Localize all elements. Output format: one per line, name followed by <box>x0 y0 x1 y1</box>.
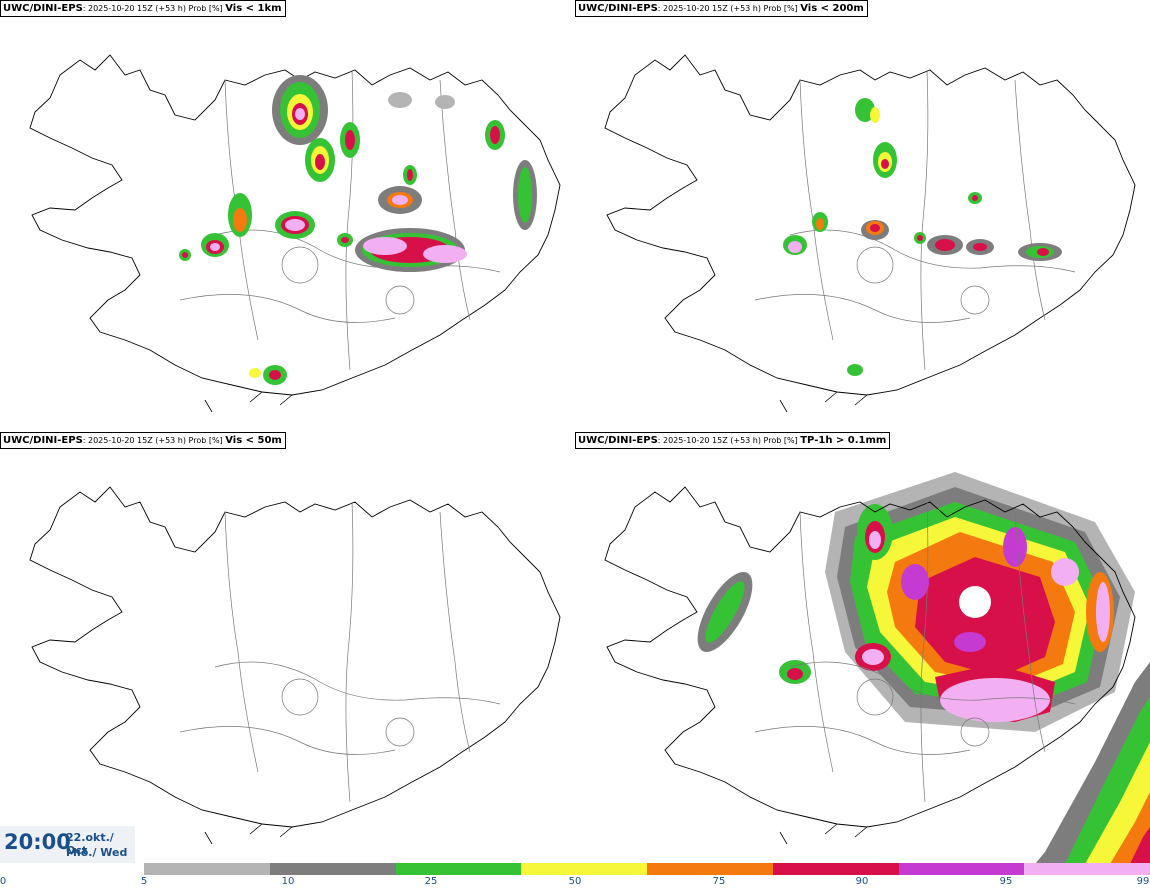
valid-date: 22.okt./ Oct <box>66 831 114 857</box>
legend-tick-label: 0 <box>0 876 7 887</box>
legend-tick-label: 95 <box>999 876 1013 887</box>
run-info: : 2025-10-20 15Z (+53 h) Prob [%] <box>82 4 226 13</box>
legend-color-segment <box>144 863 270 875</box>
model-name: UWC/DINI-EPS <box>578 435 658 446</box>
legend-color-segment <box>395 863 522 875</box>
model-name: UWC/DINI-EPS <box>3 435 83 446</box>
legend-tick-label: 90 <box>855 876 869 887</box>
legend-tick-label: 99 <box>1136 876 1150 887</box>
valid-time-box: 20:00 22.okt./ Oct Mið./ Wed <box>0 826 135 863</box>
variable-name: Vis < 1km <box>225 3 282 14</box>
variable-name: Vis < 200m <box>800 3 864 14</box>
legend-color-segment <box>898 863 1025 875</box>
legend-color-segment <box>269 863 396 875</box>
panel-title: UWC/DINI-EPS: 2025-10-20 15Z (+53 h) Pro… <box>575 432 891 449</box>
probability-field <box>697 472 1150 864</box>
legend-tick-label: 75 <box>712 876 726 887</box>
variable-name: TP-1h > 0.1mm <box>800 435 887 446</box>
color-legend <box>144 863 1150 875</box>
iceland-map <box>29 54 561 413</box>
valid-time: 20:00 <box>4 830 71 854</box>
iceland-map <box>604 472 1150 864</box>
map-panel-vis-50m: UWC/DINI-EPS: 2025-10-20 15Z (+53 h) Pro… <box>0 432 575 864</box>
legend-color-segment <box>772 863 899 875</box>
run-info: : 2025-10-20 15Z (+53 h) Prob [%] <box>82 436 226 445</box>
run-info: : 2025-10-20 15Z (+53 h) Prob [%] <box>657 436 801 445</box>
map-panel-vis-1km: UWC/DINI-EPS: 2025-10-20 15Z (+53 h) Pro… <box>0 0 575 432</box>
legend-tick-label: 10 <box>281 876 295 887</box>
model-name: UWC/DINI-EPS <box>578 3 658 14</box>
legend-color-segment <box>521 863 647 875</box>
panel-title: UWC/DINI-EPS: 2025-10-20 15Z (+53 h) Pro… <box>575 0 868 17</box>
iceland-outline <box>29 486 561 845</box>
legend-tick-label: 25 <box>424 876 438 887</box>
legend-tick-label: 50 <box>568 876 582 887</box>
iceland-map <box>29 486 561 845</box>
probability-field <box>783 98 1062 376</box>
panel-title: UWC/DINI-EPS: 2025-10-20 15Z (+53 h) Pro… <box>0 432 286 449</box>
valid-weekday: Mið./ Wed <box>66 846 128 859</box>
probability-field <box>179 75 537 385</box>
variable-name: Vis < 50m <box>225 435 282 446</box>
panel-title: UWC/DINI-EPS: 2025-10-20 15Z (+53 h) Pro… <box>0 0 286 17</box>
map-panel-vis-200m: UWC/DINI-EPS: 2025-10-20 15Z (+53 h) Pro… <box>575 0 1150 432</box>
map-panel-tp-1h: UWC/DINI-EPS: 2025-10-20 15Z (+53 h) Pro… <box>575 432 1150 864</box>
legend-color-segment <box>647 863 773 875</box>
run-info: : 2025-10-20 15Z (+53 h) Prob [%] <box>657 4 801 13</box>
model-name: UWC/DINI-EPS <box>3 3 83 14</box>
legend-tick-label: 5 <box>140 876 148 887</box>
legend-color-segment <box>1024 863 1150 875</box>
iceland-map <box>604 54 1136 413</box>
